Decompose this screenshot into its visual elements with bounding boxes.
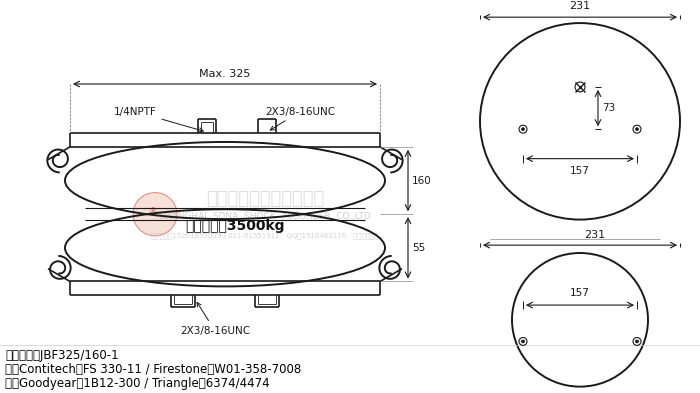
Text: 联系方式：15201855009 / 021-61551911.  QQ：1516483116.  微信：回复图: 联系方式：15201855009 / 021-61551911. QQ：1516… (151, 233, 379, 239)
Text: 160: 160 (412, 176, 432, 185)
Text: 73: 73 (602, 103, 615, 113)
Circle shape (636, 128, 638, 130)
Circle shape (133, 193, 177, 236)
Text: 231: 231 (584, 230, 606, 240)
Text: 231: 231 (569, 1, 591, 11)
Text: Max. 325: Max. 325 (199, 69, 251, 79)
Text: 2X3/8-16UNC: 2X3/8-16UNC (180, 303, 250, 336)
Text: SHANGHAI  SONA  SHOCK  ABSORBER  CO.,LTD: SHANGHAI SONA SHOCK ABSORBER CO.,LTD (159, 212, 371, 220)
Text: 157: 157 (570, 288, 590, 298)
Text: 157: 157 (570, 165, 590, 176)
Text: 55: 55 (412, 243, 426, 253)
Text: 2X3/8-16UNC: 2X3/8-16UNC (265, 107, 335, 130)
Circle shape (522, 128, 524, 130)
Text: 对应Contitech：FS 330-11 / Firestone：W01-358-7008: 对应Contitech：FS 330-11 / Firestone：W01-35… (5, 363, 301, 376)
Text: ®: ® (149, 207, 157, 216)
Text: 1/4NPTF: 1/4NPTF (113, 107, 203, 132)
Text: 产品型号：JBF325/160-1: 产品型号：JBF325/160-1 (5, 349, 118, 362)
Text: 最大承载：3500kg: 最大承载：3500kg (186, 219, 285, 233)
Text: 上海松夏减震器有限公司: 上海松夏减震器有限公司 (206, 191, 324, 208)
Text: 对应Goodyear：1B12-300 / Triangle：6374/4474: 对应Goodyear：1B12-300 / Triangle：6374/4474 (5, 377, 270, 390)
Circle shape (522, 340, 524, 343)
Circle shape (636, 340, 638, 343)
